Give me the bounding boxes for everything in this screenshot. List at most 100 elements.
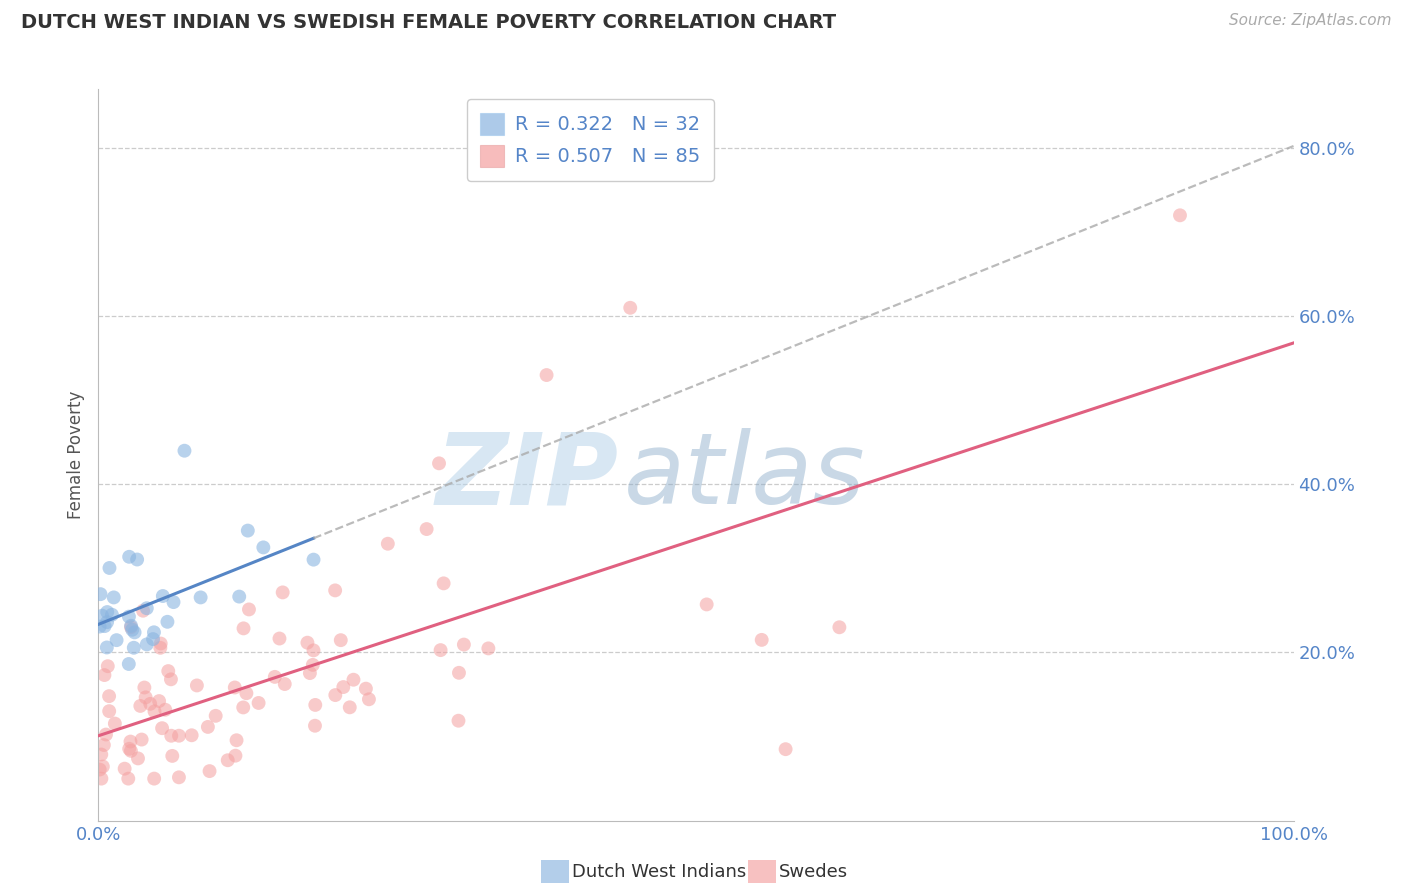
Point: [97, 659, 120, 673]
Point: [263, 670, 285, 684]
Point: [225, 733, 247, 747]
Point: [143, 772, 166, 786]
Point: [247, 696, 270, 710]
Point: [238, 602, 260, 616]
Point: [135, 637, 157, 651]
Point: [447, 714, 470, 728]
Point: [156, 615, 179, 629]
Point: [173, 443, 195, 458]
Point: [339, 700, 361, 714]
Text: Dutch West Indians: Dutch West Indians: [572, 863, 747, 881]
Point: [98, 704, 121, 718]
Point: [148, 694, 170, 708]
Point: [160, 673, 183, 687]
Point: [217, 753, 239, 767]
Point: [197, 720, 219, 734]
Point: [271, 585, 294, 599]
Point: [118, 609, 141, 624]
Point: [354, 681, 377, 696]
Point: [323, 688, 346, 702]
Point: [98, 561, 121, 575]
Point: [139, 697, 162, 711]
Point: [536, 368, 558, 382]
Point: [224, 681, 246, 695]
Point: [118, 549, 141, 564]
Point: [302, 552, 325, 566]
Point: [377, 537, 399, 551]
Point: [135, 601, 157, 615]
Point: [132, 604, 155, 618]
Point: [190, 591, 212, 605]
Point: [160, 729, 183, 743]
Point: [127, 751, 149, 765]
Point: [124, 625, 146, 640]
Point: [198, 764, 221, 778]
Text: ZIP: ZIP: [436, 428, 619, 525]
Point: [162, 748, 184, 763]
Point: [447, 665, 470, 680]
Point: [150, 721, 173, 735]
Point: [252, 541, 274, 555]
Point: [152, 589, 174, 603]
Point: [342, 673, 364, 687]
Point: [96, 605, 118, 619]
Point: [103, 591, 125, 605]
Point: [232, 700, 254, 714]
Point: [224, 748, 246, 763]
Point: [96, 640, 118, 655]
Point: [304, 719, 326, 733]
Point: [236, 524, 259, 538]
Point: [94, 727, 117, 741]
Point: [477, 641, 499, 656]
Point: [304, 698, 326, 712]
Text: DUTCH WEST INDIAN VS SWEDISH FEMALE POVERTY CORRELATION CHART: DUTCH WEST INDIAN VS SWEDISH FEMALE POVE…: [21, 13, 837, 32]
Point: [149, 640, 172, 655]
Point: [120, 734, 142, 748]
Text: atlas: atlas: [624, 428, 866, 525]
Point: [120, 619, 142, 633]
Point: [186, 678, 208, 692]
Point: [122, 640, 145, 655]
Point: [228, 590, 250, 604]
Point: [297, 636, 319, 650]
Point: [149, 636, 172, 650]
Text: Swedes: Swedes: [779, 863, 848, 881]
Point: [155, 703, 177, 717]
Point: [114, 762, 136, 776]
Point: [121, 623, 143, 637]
Point: [357, 692, 380, 706]
Point: [104, 716, 127, 731]
Point: [332, 680, 354, 694]
Point: [323, 583, 346, 598]
Point: [90, 747, 112, 762]
Point: [89, 587, 111, 601]
Point: [204, 708, 226, 723]
Point: [427, 456, 450, 470]
Point: [101, 607, 124, 622]
Point: [105, 633, 128, 648]
Point: [129, 698, 152, 713]
Point: [120, 744, 142, 758]
Point: [433, 576, 456, 591]
Point: [775, 742, 797, 756]
Point: [120, 620, 142, 634]
Point: [302, 643, 325, 657]
Legend: R = 0.322   N = 32, R = 0.507   N = 85: R = 0.322 N = 32, R = 0.507 N = 85: [467, 99, 714, 181]
Point: [619, 301, 641, 315]
Point: [274, 677, 297, 691]
Text: Source: ZipAtlas.com: Source: ZipAtlas.com: [1229, 13, 1392, 29]
Point: [89, 619, 111, 633]
Point: [98, 689, 121, 703]
Point: [329, 633, 352, 648]
Point: [298, 666, 321, 681]
Point: [301, 657, 323, 672]
Point: [751, 632, 773, 647]
Point: [232, 621, 254, 635]
Point: [118, 657, 141, 671]
Point: [429, 643, 451, 657]
Point: [162, 595, 184, 609]
Point: [135, 690, 157, 705]
Point: [167, 729, 190, 743]
Point: [118, 741, 141, 756]
Point: [127, 552, 149, 566]
